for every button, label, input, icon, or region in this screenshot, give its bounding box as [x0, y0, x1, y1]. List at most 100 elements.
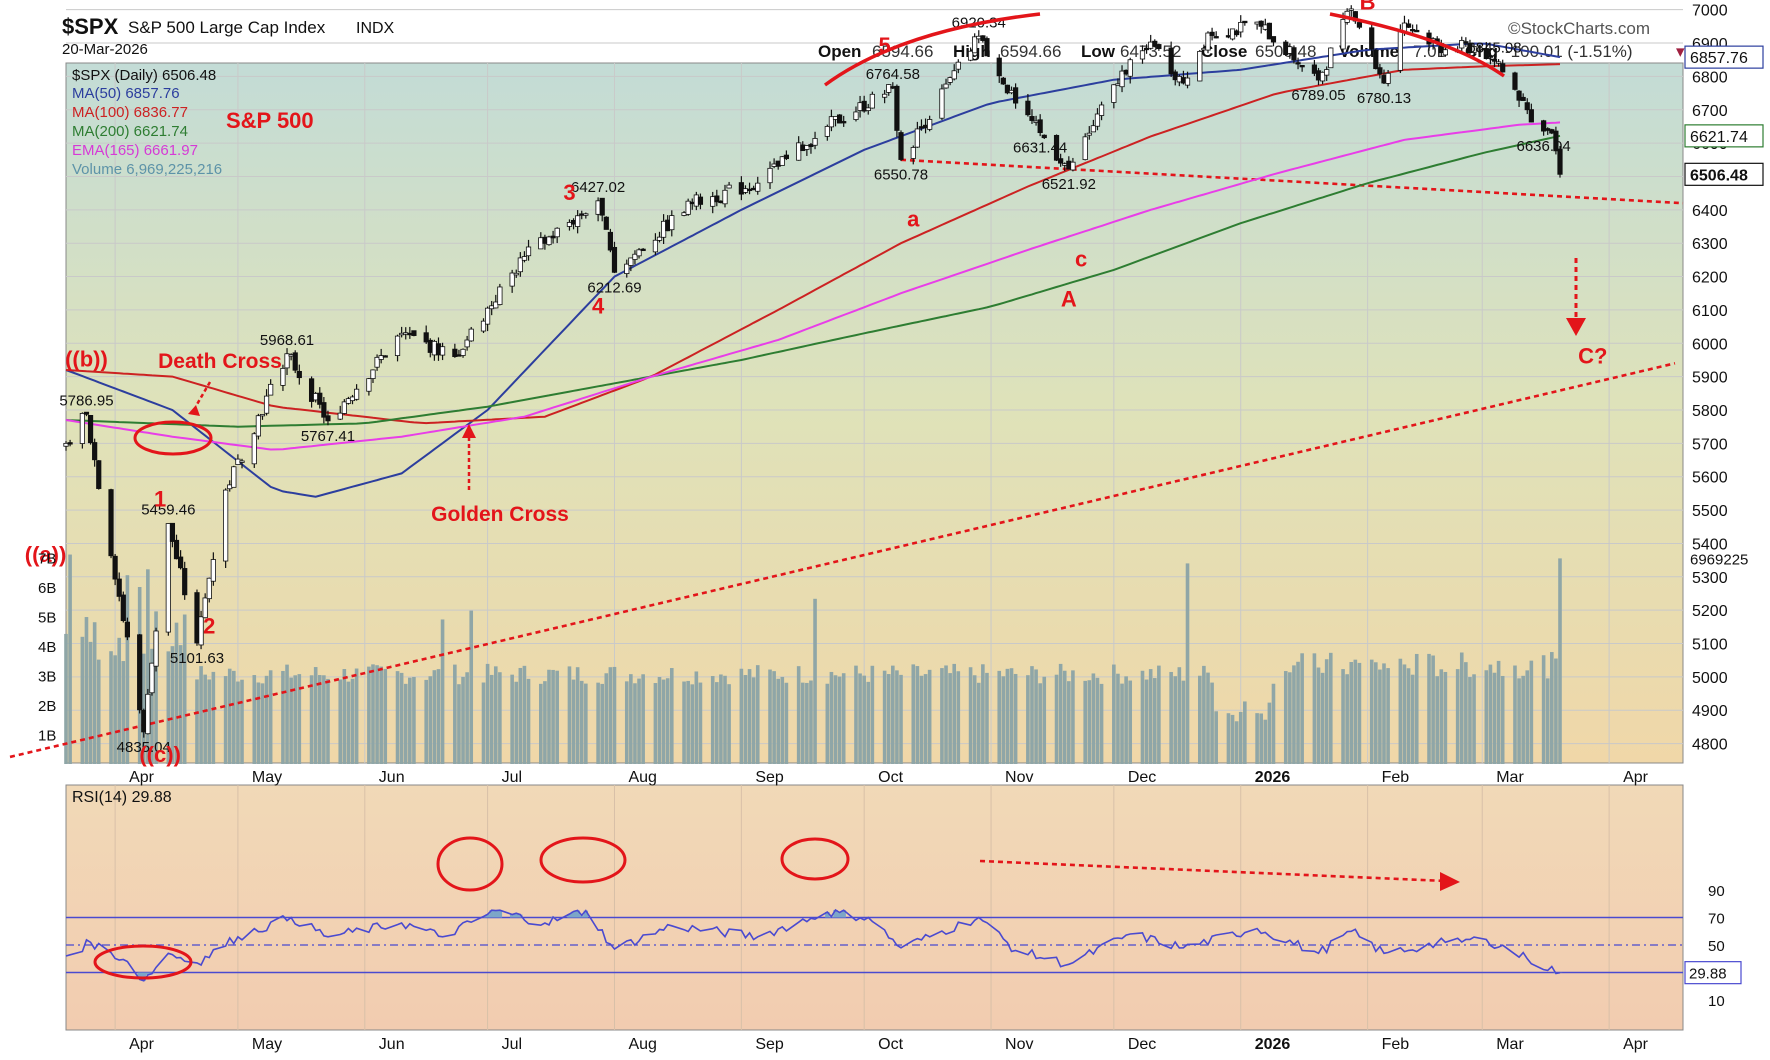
x-axis-labels: Apr Apr May May Jun Jun Jul Jul Aug Aug Sep Sep Oct O…	[129, 769, 1649, 1053]
price-bar-body	[726, 184, 732, 189]
price-bar-body	[321, 402, 327, 418]
price-label: 6636.04	[1517, 138, 1571, 155]
volume-bar	[1300, 653, 1304, 764]
volume-bar	[1386, 668, 1390, 764]
price-bar-body	[484, 307, 491, 325]
brand-watermark: ©StockCharts.com	[1508, 19, 1650, 38]
volume-bar	[1054, 674, 1059, 764]
volume-bar	[84, 617, 89, 764]
volume-bar	[1144, 679, 1149, 764]
legend-ma200: MA(200) 6621.74	[72, 123, 188, 140]
volume-bar	[1267, 702, 1272, 764]
volume-bar	[1238, 711, 1243, 764]
volume-bar	[1484, 670, 1489, 764]
price-bar-body	[108, 489, 114, 557]
price-bar-body	[1119, 70, 1125, 88]
volume-bar	[317, 675, 322, 764]
volume-bar	[690, 684, 695, 764]
legend-volume: Volume 6,969,225,216	[72, 161, 222, 178]
volume-bar	[1255, 713, 1259, 764]
volume-bar	[1521, 675, 1525, 764]
price-bar-body	[632, 253, 638, 260]
legend-ma100: MA(100) 6836.77	[72, 104, 188, 121]
rsi-oversold-fill	[145, 972, 151, 975]
x-tick-label: Jul	[502, 769, 522, 786]
wave-label: 3	[563, 180, 575, 205]
price-bar-body	[1377, 67, 1383, 75]
price-bar-body	[1041, 134, 1047, 139]
volume-bar	[985, 672, 989, 764]
y-tick-label: 6200	[1692, 270, 1728, 287]
volume-bar	[207, 679, 212, 764]
legend-price: $SPX (Daily) 6506.48	[72, 67, 216, 84]
volume-bar	[1067, 681, 1071, 764]
price-bar-body	[325, 415, 331, 422]
price-bar-body	[1172, 71, 1178, 81]
price-bar-body	[1491, 58, 1498, 62]
y-tick-label: 6000	[1692, 336, 1728, 353]
price-bar-body	[554, 227, 560, 238]
volume-bar	[1210, 682, 1214, 764]
rsi-overbought-fill	[497, 910, 503, 918]
price-bar-body	[165, 523, 171, 633]
volume-bar	[727, 684, 731, 764]
volume-bar	[1455, 669, 1460, 764]
volume-bar	[68, 554, 72, 764]
open-label: Open	[818, 42, 861, 61]
volume-bar	[1398, 658, 1403, 764]
volume-tick-label: 6B	[38, 580, 56, 597]
price-bar-body	[182, 568, 188, 596]
price-bar-body	[697, 196, 704, 205]
volume-bar	[551, 669, 555, 764]
price-bar-body	[1405, 23, 1412, 28]
price-bar-body	[178, 556, 184, 569]
volume-bar	[342, 669, 347, 764]
price-bar-body	[1184, 77, 1191, 86]
volume-bar	[837, 676, 842, 764]
volume-bar	[1349, 662, 1354, 764]
volume-last-label: 6969225	[1690, 551, 1748, 568]
volume-bar	[743, 675, 748, 764]
rsi-overbought-fill	[514, 913, 519, 918]
price-bar-body	[1557, 148, 1563, 175]
volume-bar	[1124, 676, 1128, 764]
price-bar-body	[63, 442, 69, 447]
price-bar-body	[382, 355, 388, 358]
rsi-overbought-fill	[571, 911, 576, 918]
volume-bar	[886, 674, 891, 764]
price-bar-body	[812, 138, 818, 146]
volume-bar	[264, 675, 269, 764]
volume-bar	[1296, 661, 1300, 764]
volume-bar	[1517, 678, 1521, 764]
price-bar-body	[464, 339, 470, 348]
volume-bar	[952, 663, 957, 764]
volume-bar	[1488, 664, 1493, 764]
volume-bar	[944, 665, 948, 764]
price-bar-body	[210, 559, 216, 582]
volume-bar	[669, 668, 674, 764]
price-bar-body	[722, 189, 728, 205]
volume-bar	[1468, 677, 1472, 764]
chg-value: -100.01 (-1.51%)	[1505, 42, 1633, 61]
rsi-overbought-fill	[583, 910, 589, 918]
price-bar-body	[882, 93, 888, 98]
x-tick-label: Dec	[1128, 769, 1156, 786]
volume-bar	[710, 676, 715, 764]
volume-bar	[240, 679, 244, 764]
volume-bar	[1529, 660, 1534, 764]
volume-bar	[1316, 667, 1321, 764]
volume-bar	[1353, 659, 1358, 764]
rsi-highlight-circle	[93, 944, 193, 980]
price-bar-body	[1029, 116, 1035, 121]
price-bar-body	[828, 116, 835, 128]
death-cross-arrow	[194, 381, 212, 407]
death-cross-arrowhead-icon	[188, 405, 200, 416]
volume-bar	[146, 569, 150, 764]
volume-bar	[1148, 669, 1153, 764]
volume-bar	[1263, 719, 1268, 764]
price-bar-body	[1004, 84, 1011, 94]
volume-bar	[493, 666, 498, 764]
volume-bar	[1402, 664, 1407, 764]
volume-bar	[424, 679, 428, 764]
price-bar-body	[865, 107, 871, 111]
